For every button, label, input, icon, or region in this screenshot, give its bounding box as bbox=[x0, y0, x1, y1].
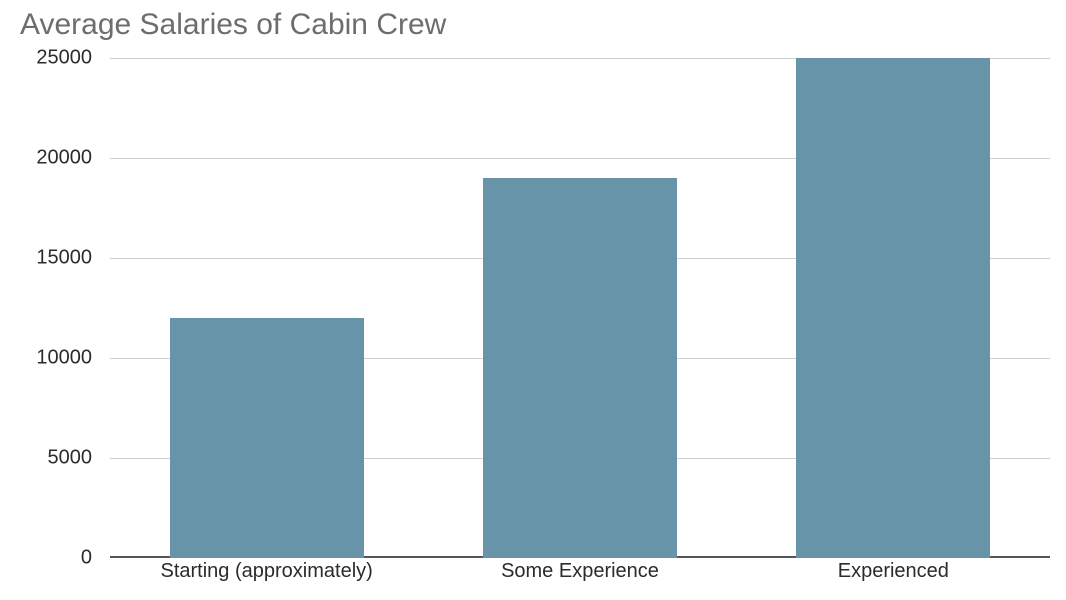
y-tick-label: 25000 bbox=[36, 47, 92, 70]
x-tick-label: Some Experience bbox=[501, 560, 659, 583]
bar-rect bbox=[170, 318, 364, 558]
bar-rect bbox=[796, 58, 990, 558]
y-tick-label: 0 bbox=[81, 547, 92, 570]
plot-area: 0500010000150002000025000 bbox=[110, 58, 1050, 558]
bar bbox=[483, 178, 677, 558]
chart-title: Average Salaries of Cabin Crew bbox=[20, 8, 446, 42]
y-tick-label: 20000 bbox=[36, 147, 92, 170]
bar-rect bbox=[483, 178, 677, 558]
y-tick-label: 10000 bbox=[36, 347, 92, 370]
y-tick-label: 15000 bbox=[36, 247, 92, 270]
y-tick-label: 5000 bbox=[48, 447, 93, 470]
bar bbox=[796, 58, 990, 558]
x-tick-label: Starting (approximately) bbox=[161, 560, 373, 583]
x-axis-labels: Starting (approximately) Some Experience E… bbox=[110, 560, 1050, 590]
x-tick-label: Experienced bbox=[838, 560, 949, 583]
bar bbox=[170, 318, 364, 558]
salary-bar-chart: Average Salaries of Cabin Crew 050001000… bbox=[0, 0, 1066, 600]
